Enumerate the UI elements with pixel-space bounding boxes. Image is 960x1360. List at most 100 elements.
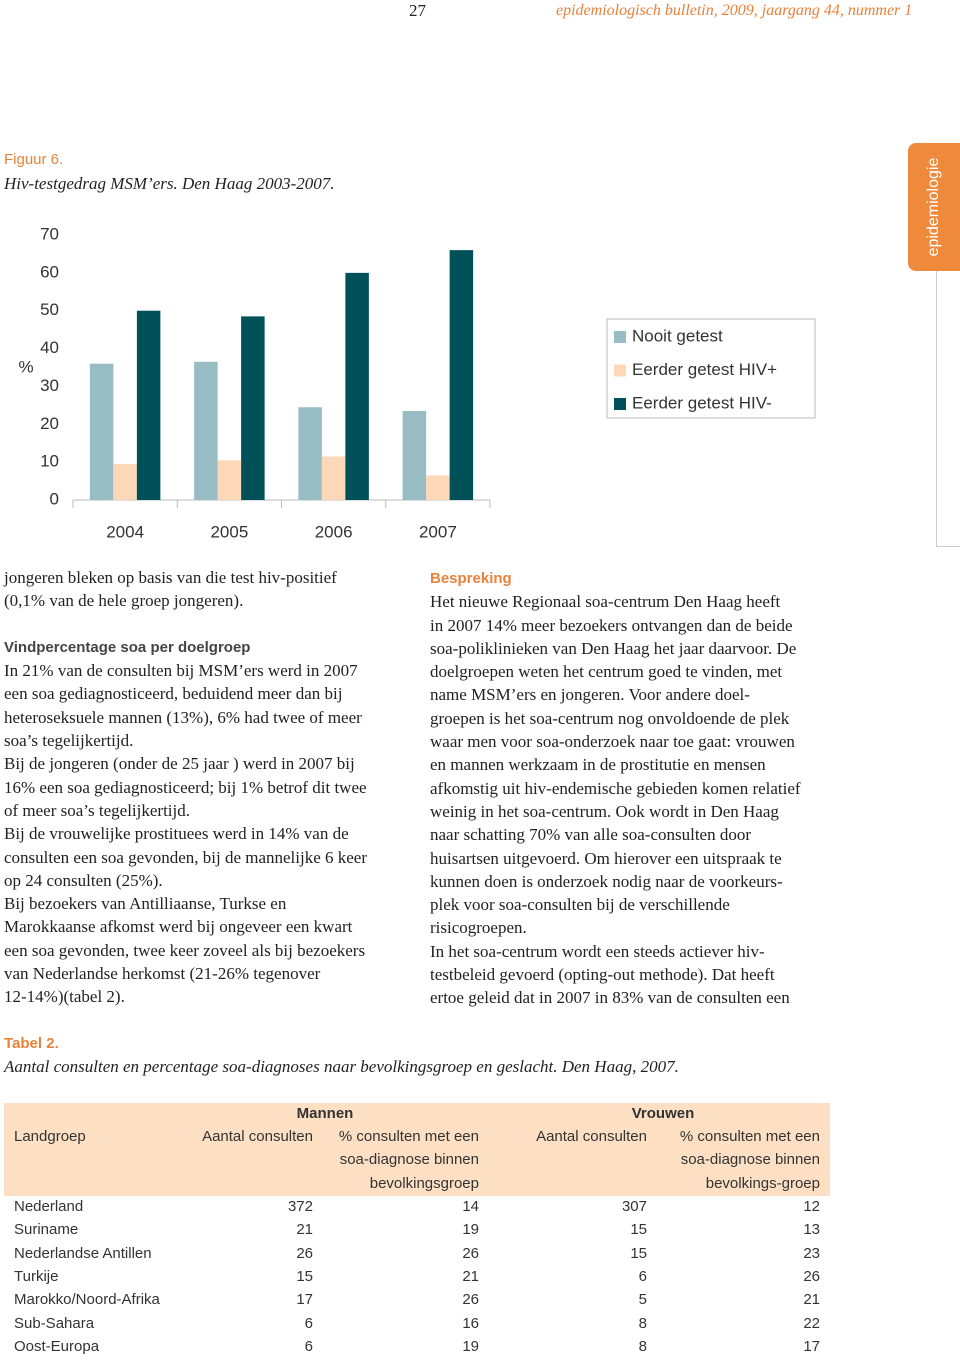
text-line: Bij de jongeren (onder de 25 jaar ) werd… (4, 754, 355, 774)
text-line: op 24 consulten (25%). (4, 870, 163, 890)
text-line: weinig in het soa-centrum. Ook wordt in … (430, 801, 779, 821)
legend-label: Eerder getest HIV- (632, 393, 772, 412)
text-line: heteroseksuele mannen (13%), 6% had twee… (4, 707, 362, 727)
legend-label: Eerder getest HIV+ (632, 360, 777, 379)
column-header: % consulten met een (338, 1128, 479, 1145)
cell: 23 (803, 1244, 820, 1262)
cell: 12 (803, 1198, 820, 1215)
text-line: name MSM’ers en jongeren. Voor andere do… (430, 685, 750, 705)
figure-caption: Hiv-testgedrag MSM’ers. Den Haag 2003-20… (4, 174, 335, 193)
y-axis-label: % (18, 357, 33, 376)
row-label: Suriname (14, 1221, 79, 1239)
text-line: groepen is het soa-centrum nog onvoldoen… (430, 708, 790, 728)
text-line: soa-poliklinieken van Den Haag het jaar … (430, 638, 797, 658)
row-label: Marokko/Noord-Afrika (14, 1291, 160, 1309)
legend-box (606, 318, 816, 419)
right-column: Bespreking Het nieuwe Regionaal soa-centr… (430, 567, 850, 1010)
text-line: consulten een soa gevonden, bij de manne… (4, 847, 368, 867)
bar (194, 361, 218, 500)
bar (402, 411, 427, 500)
cell: 6 (304, 1337, 313, 1355)
text-line: in 2007 14% meer bezoekers ontvangen dan… (430, 615, 793, 635)
text-line: Marokkaanse afkomst werd bij ongeveer ee… (4, 917, 353, 937)
x-tick-label: 2004 (106, 522, 144, 541)
chart: % 0 10 20 30 40 50 60 70 2004 2005 2006 2007 Nooit ge… (18, 224, 816, 541)
bar (449, 250, 474, 500)
left-column: jongeren bleken op basis van die test hi… (4, 566, 414, 1009)
table-caption: Aantal consulten en percentage soa-diagn… (4, 1057, 679, 1076)
y-tick-label: 0 (50, 489, 59, 508)
y-tick-label: 70 (40, 224, 59, 243)
cell: 22 (803, 1314, 820, 1332)
text-line: Bij de vrouwelijke prostituees werd in 1… (4, 824, 349, 844)
text-line: kunnen doen is onderzoek nodig naar de v… (430, 871, 783, 891)
text-line: of meer soa’s tegelijkertijd. (4, 800, 190, 820)
text-line: 16% een soa gediagnosticeerd; bij 1% bet… (4, 777, 367, 797)
cell: 13 (803, 1221, 820, 1239)
text-line: 12-14%)(tabel 2). (4, 987, 125, 1007)
text-line: waar men voor soa-onderzoek naar toe gaa… (430, 732, 795, 752)
text-line: (0,1% van de hele groep jongeren). (4, 591, 244, 611)
text-line: In 21% van de consulten bij MSM’ers werd… (4, 661, 358, 681)
cell: 8 (638, 1314, 647, 1332)
text-line: naar schatting 70% van alle soa-consulte… (430, 825, 752, 845)
row-label: Nederlandse Antillen (14, 1244, 152, 1262)
cell: 307 (621, 1198, 647, 1215)
y-tick-label: 20 (40, 414, 59, 433)
text-line: Bij bezoekers van Antilliaanse, Turkse e… (4, 894, 287, 914)
cell: 26 (462, 1244, 479, 1262)
cell: 19 (462, 1221, 479, 1239)
text-line: doelgroepen weten het centrum goed te vi… (430, 662, 783, 682)
bar (241, 316, 265, 500)
running-title: epidemiologisch bulletin, 2009, jaargang… (556, 2, 913, 19)
column-header: Landgroep (14, 1128, 86, 1145)
text-line: jongeren bleken op basis van die test hi… (4, 568, 337, 587)
text-line: In het soa-centrum wordt een steeds acti… (430, 941, 765, 961)
y-tick-label: 60 (40, 262, 59, 281)
y-tick-label: 10 (40, 452, 59, 471)
text-line: plek voor soa-consulten bij de verschill… (430, 895, 730, 915)
cell: 26 (803, 1267, 820, 1285)
bar (89, 363, 114, 500)
text-line: een soa gevonden, twee keer zoveel als b… (4, 940, 366, 960)
cell: 372 (287, 1198, 313, 1215)
column-header: soa-diagnose binnen (680, 1151, 820, 1169)
column-header: bevolkingsgroep (369, 1174, 479, 1192)
y-tick-label: 50 (40, 300, 59, 319)
cell: 21 (296, 1221, 313, 1239)
cell: 21 (803, 1291, 820, 1309)
bar (113, 464, 137, 500)
bar (217, 460, 242, 500)
x-tick-label: 2007 (419, 522, 457, 541)
column-header: % consulten met een (679, 1128, 820, 1145)
cell: 19 (462, 1337, 479, 1355)
text-line: Het nieuwe Regionaal soa-centrum Den Haa… (430, 592, 781, 612)
text-line: afkomstig uit hiv-endemische gebieden ko… (430, 778, 801, 798)
table-label: Tabel 2. (4, 1035, 59, 1052)
cell: 17 (803, 1337, 820, 1355)
group-header: Mannen (296, 1105, 354, 1122)
section-heading: Bespreking (430, 570, 512, 587)
section-heading: Vindpercentage soa per doelgroep (4, 638, 251, 656)
y-tick-label: 40 (40, 338, 59, 357)
cell: 14 (462, 1198, 479, 1215)
cell: 15 (630, 1244, 647, 1262)
page-number: 27 (409, 1, 426, 20)
text-line: een soa gediagnosticeerd, beduidend meer… (4, 684, 343, 704)
section-tab: epidemiologie (908, 143, 960, 271)
row-label: Turkije (14, 1267, 59, 1285)
legend-swatch (614, 331, 626, 343)
cell: 6 (304, 1314, 313, 1332)
cell: 6 (638, 1267, 647, 1285)
cell: 15 (630, 1221, 647, 1239)
cell: 16 (462, 1314, 479, 1332)
column-header: bevolkings-groep (705, 1174, 820, 1192)
row-label: Nederland (14, 1198, 84, 1215)
cell: 21 (462, 1267, 479, 1285)
cell: 5 (638, 1291, 647, 1309)
text-line: testbeleid gevoerd (opting-out methode).… (430, 965, 775, 985)
cell: 17 (296, 1291, 313, 1309)
column-header: Aantal consulten (536, 1128, 647, 1145)
